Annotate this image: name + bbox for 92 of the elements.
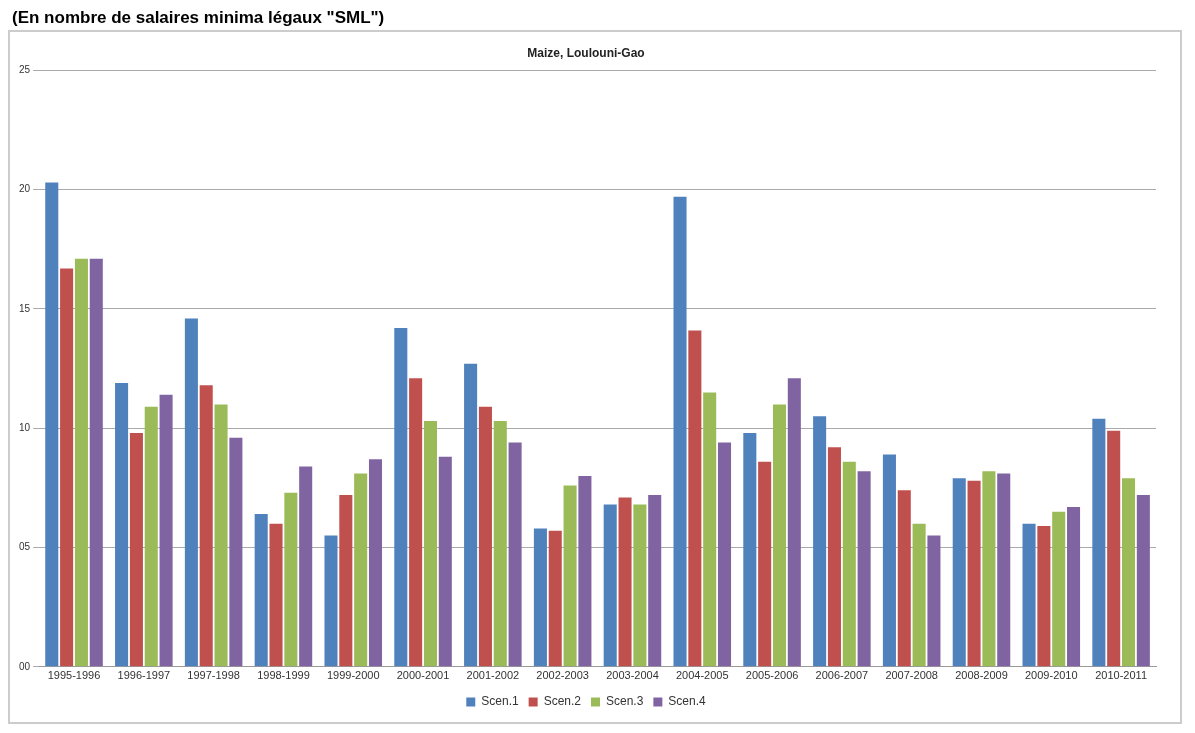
x-tick-label: 1999-2000 xyxy=(326,669,380,682)
y-tick-label: 05 xyxy=(19,541,31,553)
y-tick-label: 10 xyxy=(19,421,31,433)
bar xyxy=(912,523,926,667)
legend-label: Scen.2 xyxy=(543,694,582,709)
bar xyxy=(618,497,632,667)
bar xyxy=(508,442,522,667)
bar xyxy=(89,258,103,667)
x-tick-label: 1998-1999 xyxy=(257,669,310,682)
bar xyxy=(229,437,243,667)
bar xyxy=(758,461,772,667)
x-tick-label: 2002-2003 xyxy=(536,669,589,682)
bar xyxy=(438,456,452,667)
bar xyxy=(1136,495,1150,667)
bar xyxy=(478,406,492,667)
bar xyxy=(842,461,856,667)
bar xyxy=(982,471,996,667)
bar xyxy=(772,404,787,667)
bar xyxy=(324,535,338,667)
bar xyxy=(787,378,801,667)
x-tick-label: 2001-2002 xyxy=(466,669,520,682)
bar xyxy=(1121,478,1136,667)
bar xyxy=(548,530,562,667)
bar xyxy=(603,504,617,667)
bar xyxy=(214,404,228,667)
bar xyxy=(813,416,827,667)
bar xyxy=(927,535,941,667)
bar xyxy=(284,492,298,667)
bar xyxy=(115,382,129,667)
bar xyxy=(269,523,283,667)
y-tick-label: 15 xyxy=(19,302,31,314)
bar xyxy=(717,442,732,667)
x-tick-label: 2009-2010 xyxy=(1024,669,1078,682)
bar xyxy=(1022,523,1036,667)
chart-subtitle: (En nombre de salaires minima légaux "SML") xyxy=(12,8,386,28)
bar xyxy=(493,421,507,667)
y-tick-label: 00 xyxy=(19,660,31,672)
bar xyxy=(997,473,1011,667)
bar xyxy=(648,495,662,667)
bar xyxy=(423,421,437,667)
bar xyxy=(533,528,547,667)
x-tick-label: 2010-2011 xyxy=(1095,669,1147,682)
bar xyxy=(129,433,143,667)
bar xyxy=(1067,506,1081,667)
x-tick-label: 2000-2001 xyxy=(396,669,450,682)
chart-title: Maize, Loulouni-Gao xyxy=(527,45,645,60)
bar xyxy=(409,378,423,667)
y-tick-label: 25 xyxy=(19,64,31,76)
bar xyxy=(633,504,647,667)
bar xyxy=(254,514,268,667)
bar xyxy=(339,495,353,667)
bar xyxy=(1107,430,1121,667)
x-tick-label: 1996-1997 xyxy=(117,669,171,682)
bar xyxy=(464,363,478,667)
x-tick-label: 2006-2007 xyxy=(815,669,869,682)
x-tick-label: 1995-1996 xyxy=(47,669,101,682)
bar xyxy=(354,473,368,667)
bar xyxy=(967,480,981,667)
bar xyxy=(1092,418,1106,667)
bar xyxy=(1052,511,1066,667)
bar xyxy=(144,406,158,667)
bar xyxy=(368,459,383,667)
x-tick-label: 2005-2006 xyxy=(745,669,799,682)
x-tick-label: 2004-2005 xyxy=(675,669,729,682)
bar xyxy=(703,392,717,667)
bar xyxy=(394,328,408,667)
bar xyxy=(1037,526,1051,667)
bar xyxy=(184,318,198,667)
x-tick-label: 2008-2009 xyxy=(955,669,1008,682)
bar xyxy=(60,268,74,667)
legend-label: Scen.4 xyxy=(668,694,707,709)
bar xyxy=(882,454,896,667)
bar xyxy=(199,385,213,667)
bar xyxy=(578,475,592,667)
bar xyxy=(299,466,313,667)
bar xyxy=(45,182,59,667)
x-tick-label: 1997-1998 xyxy=(187,669,240,682)
bar xyxy=(857,471,871,667)
x-tick-label: 2007-2008 xyxy=(885,669,938,682)
bar xyxy=(563,485,577,667)
bar xyxy=(743,433,757,667)
x-tick-label: 2003-2004 xyxy=(606,669,659,682)
y-tick-label: 20 xyxy=(19,183,31,195)
bar xyxy=(897,490,911,667)
bar xyxy=(827,447,841,667)
bar xyxy=(688,330,702,667)
legend-label: Scen.3 xyxy=(606,694,644,709)
bar xyxy=(159,394,173,667)
bar xyxy=(673,196,687,667)
legend-label: Scen.1 xyxy=(481,694,519,709)
bar xyxy=(952,478,966,667)
bar xyxy=(74,258,88,667)
